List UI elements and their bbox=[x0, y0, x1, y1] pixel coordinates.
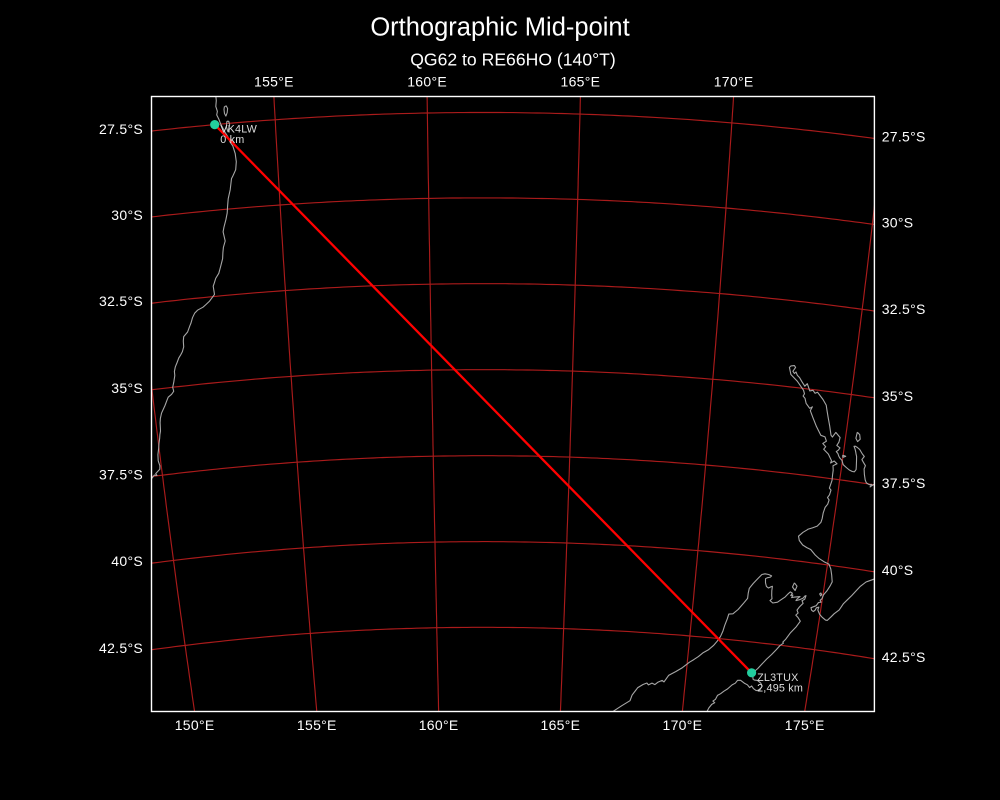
svg-text:30°S: 30°S bbox=[111, 207, 143, 223]
svg-text:27.5°S: 27.5°S bbox=[99, 121, 143, 137]
svg-text:32.5°S: 32.5°S bbox=[99, 293, 143, 309]
svg-text:37.5°S: 37.5°S bbox=[882, 475, 926, 491]
svg-text:Orthographic Mid-point: Orthographic Mid-point bbox=[370, 13, 629, 41]
svg-text:ZL3TUX: ZL3TUX bbox=[757, 672, 798, 684]
svg-text:165°E: 165°E bbox=[561, 73, 601, 89]
svg-text:35°S: 35°S bbox=[882, 388, 914, 404]
svg-text:27.5°S: 27.5°S bbox=[882, 129, 926, 145]
svg-text:40°S: 40°S bbox=[111, 553, 143, 569]
svg-text:155°E: 155°E bbox=[297, 717, 337, 733]
svg-text:40°S: 40°S bbox=[882, 562, 914, 578]
svg-text:2,495 km: 2,495 km bbox=[757, 682, 803, 694]
svg-text:170°E: 170°E bbox=[714, 73, 754, 89]
svg-text:30°S: 30°S bbox=[882, 215, 914, 231]
svg-text:42.5°S: 42.5°S bbox=[882, 649, 926, 665]
svg-text:0 km: 0 km bbox=[220, 134, 244, 146]
svg-text:150°E: 150°E bbox=[175, 717, 215, 733]
svg-text:32.5°S: 32.5°S bbox=[882, 301, 926, 317]
svg-text:175°E: 175°E bbox=[785, 717, 825, 733]
svg-text:165°E: 165°E bbox=[541, 717, 581, 733]
svg-text:37.5°S: 37.5°S bbox=[99, 467, 143, 483]
svg-text:155°E: 155°E bbox=[254, 73, 294, 89]
svg-text:VK4LW: VK4LW bbox=[220, 124, 257, 136]
svg-text:QG62 to RE66HO (140°T): QG62 to RE66HO (140°T) bbox=[410, 49, 616, 69]
svg-text:42.5°S: 42.5°S bbox=[99, 640, 143, 656]
svg-text:160°E: 160°E bbox=[419, 717, 459, 733]
svg-text:35°S: 35°S bbox=[111, 380, 143, 396]
svg-text:160°E: 160°E bbox=[407, 73, 447, 89]
svg-text:170°E: 170°E bbox=[663, 717, 703, 733]
